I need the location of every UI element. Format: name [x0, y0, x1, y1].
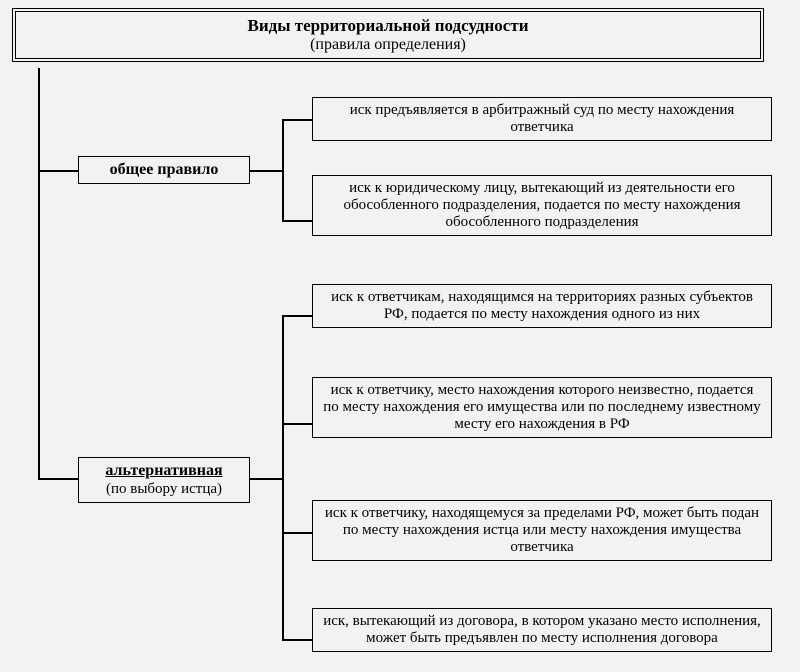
diagram-header: Виды территориальной подсудности (правил… [12, 8, 764, 62]
header-subtitle: (правила определения) [24, 36, 752, 54]
detail-alternative-0: иск к ответчикам, находящимся на террито… [312, 284, 772, 328]
detail-alternative-2: иск к ответчику, находящемуся за предела… [312, 500, 772, 561]
detail-general-0: иск предъявляется в арбитражный суд по м… [312, 97, 772, 141]
category-general: общее правило [78, 156, 250, 184]
category-alternative-sub: (по выбору истца) [106, 481, 222, 497]
detail-alternative-1: иск к ответчику, место нахождения которо… [312, 377, 772, 438]
detail-alternative-3: иск, вытекающий из договора, в котором у… [312, 608, 772, 652]
header-title: Виды территориальной подсудности [24, 16, 752, 36]
category-alternative: альтернативная (по выбору истца) [78, 457, 250, 503]
category-alternative-label: альтернативная [105, 462, 222, 479]
detail-general-1: иск к юридическому лицу, вытекающий из д… [312, 175, 772, 236]
